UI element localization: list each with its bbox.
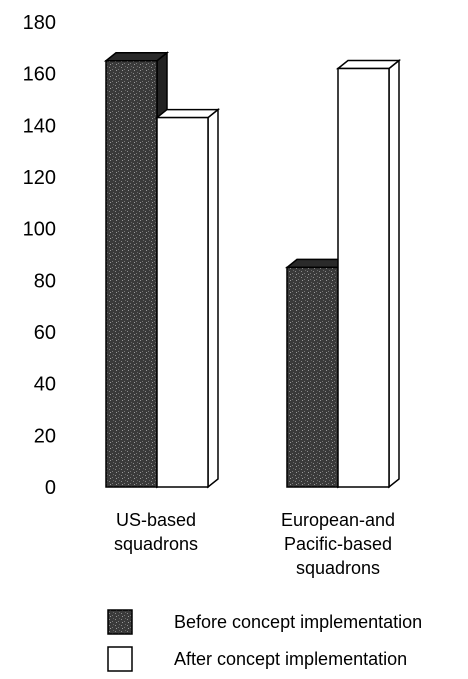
bar-side [388,58,400,489]
y-tick-label: 20 [34,425,56,447]
legend-swatch [107,609,133,635]
y-tick-label: 0 [45,477,56,499]
bar-front [286,266,339,488]
bar-front [105,60,158,488]
category-label-line: US-based [116,510,196,530]
category-label-line: squadrons [296,558,380,578]
bar-side [207,108,219,489]
bar-top [335,59,402,70]
y-tick-label: 160 [23,64,56,86]
category-label-line: European-and [281,510,395,530]
bar-front [156,116,209,488]
y-tick-label: 100 [23,219,56,241]
category-label: US-based squadrons [114,510,198,554]
legend-swatch [107,646,133,672]
bar-front [337,67,390,488]
bar-top [154,108,221,119]
y-tick-label: 40 [34,374,56,396]
y-tick-label: 60 [34,322,56,344]
category-label-line: squadrons [114,534,198,554]
legend-label: After concept implementation [174,649,407,669]
y-tick-label: 120 [23,167,56,189]
legend-label: Before concept implementation [174,612,422,632]
y-tick-label: 140 [23,115,56,137]
category-label: European-and Pacific-based squadrons [281,510,395,578]
bar [154,108,221,489]
bar-top [103,52,170,62]
y-tick-label: 80 [34,270,56,292]
bar [335,58,402,489]
y-tick-label: 180 [23,12,56,34]
category-label-line: Pacific-based [284,534,392,554]
